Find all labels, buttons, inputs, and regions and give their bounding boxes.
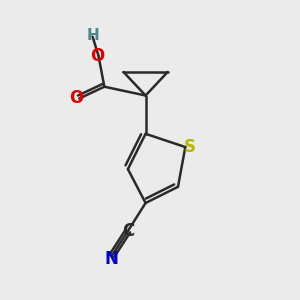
Text: O: O [69, 89, 83, 107]
Text: O: O [90, 47, 104, 65]
Text: N: N [105, 250, 119, 268]
Text: S: S [184, 138, 196, 156]
Text: C: C [122, 222, 134, 240]
Text: H: H [86, 28, 99, 43]
